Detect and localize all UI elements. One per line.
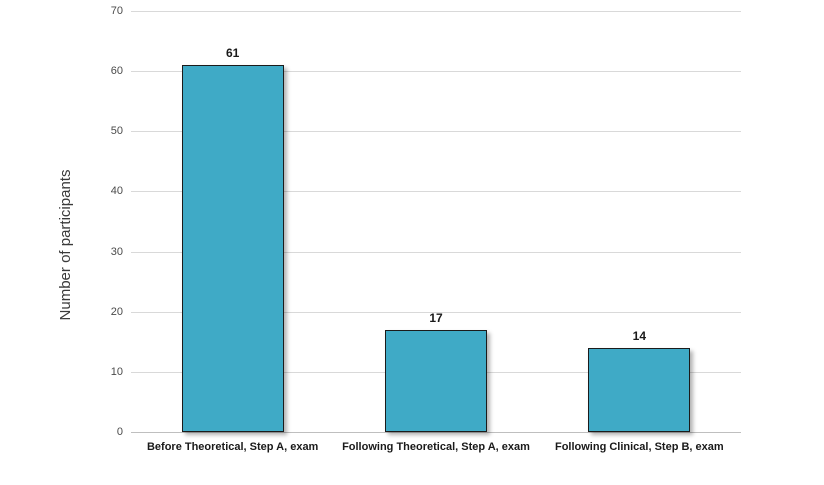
bar	[588, 347, 691, 432]
bar-value-label: 14	[632, 328, 646, 343]
gridline	[131, 311, 741, 313]
bar	[181, 65, 284, 432]
y-tick-label: 60	[110, 65, 123, 78]
gridline	[131, 71, 741, 73]
y-axis-title: Number of participants	[57, 169, 74, 321]
y-tick-label: 30	[110, 245, 123, 258]
y-tick-label: 20	[110, 305, 123, 318]
bar-value-label: 61	[225, 46, 240, 61]
y-tick-label: 70	[110, 5, 123, 17]
plot-area: 61 17 14	[131, 11, 741, 433]
gridline	[131, 191, 741, 193]
y-tick-label: 50	[110, 125, 123, 138]
category-label: Following Theoretical, Step A, exam	[342, 441, 530, 453]
category-label: Following Clinical, Step B, exam	[554, 441, 724, 453]
y-tick-label: 40	[110, 185, 123, 198]
bar-value-label: 17	[429, 310, 443, 325]
gridline	[131, 11, 741, 12]
gridline	[131, 251, 741, 253]
gridline	[131, 131, 741, 133]
x-axis-line	[131, 432, 741, 433]
bar	[385, 329, 487, 432]
y-tick-label: 10	[110, 365, 123, 378]
y-tick-label: 0	[116, 426, 123, 438]
category-label: Before Theoretical, Step A, exam	[146, 441, 319, 453]
